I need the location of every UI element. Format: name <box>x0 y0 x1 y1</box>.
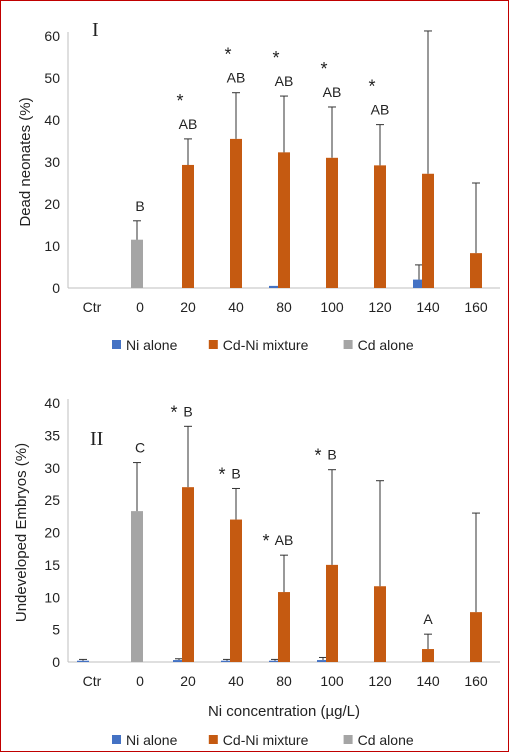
significance-letters: B <box>327 447 336 463</box>
bar <box>317 660 329 662</box>
x-tick-label: 100 <box>320 299 344 315</box>
bar <box>221 660 233 662</box>
significance-letters: AB <box>179 116 198 132</box>
y-tick-label: 0 <box>52 654 60 670</box>
significance-letters: B <box>231 465 240 481</box>
bar <box>230 519 242 662</box>
legend-label: Cd alone <box>358 337 414 353</box>
significance-star: * <box>314 446 321 466</box>
legend-swatch <box>112 340 121 349</box>
significance-letters: AB <box>275 73 294 89</box>
y-tick-label: 15 <box>44 557 60 573</box>
y-tick-label: 40 <box>44 395 60 411</box>
x-tick-label: 20 <box>180 673 196 689</box>
significance-letters: AB <box>323 84 342 100</box>
bar <box>278 152 290 288</box>
x-tick-label: 120 <box>368 299 392 315</box>
y-axis-label: Dead neonates (%) <box>17 97 34 226</box>
y-tick-label: 25 <box>44 492 60 508</box>
significance-star: * <box>368 77 375 97</box>
x-tick-label: 80 <box>276 299 292 315</box>
y-tick-label: 30 <box>44 154 60 170</box>
significance-star: * <box>272 48 279 68</box>
x-tick-label: 40 <box>228 299 244 315</box>
y-tick-label: 10 <box>44 238 60 254</box>
bar <box>278 592 290 662</box>
significance-letters: AB <box>371 102 390 118</box>
legend-swatch <box>208 735 218 744</box>
bar <box>422 173 434 288</box>
x-tick-label: 0 <box>136 673 144 689</box>
significance-star: * <box>224 45 231 65</box>
legend-label: Ni alone <box>126 337 178 353</box>
bar <box>173 660 185 662</box>
bar <box>422 649 434 662</box>
y-tick-label: 30 <box>44 460 60 476</box>
significance-star: * <box>262 531 269 551</box>
bar <box>182 487 194 662</box>
bar <box>269 660 281 662</box>
legend-swatch <box>343 735 353 744</box>
x-tick-label: 120 <box>368 673 392 689</box>
y-tick-label: 35 <box>44 427 60 443</box>
panel-label: I <box>92 19 99 41</box>
bar <box>374 165 386 288</box>
bar <box>470 253 482 288</box>
legend-swatch <box>112 735 121 744</box>
bar <box>182 164 194 288</box>
y-tick-label: 20 <box>44 525 60 541</box>
legend-label: Cd-Ni mixture <box>223 732 309 748</box>
significance-letters: B <box>135 198 144 214</box>
significance-letters: C <box>135 440 145 456</box>
bar <box>230 138 242 288</box>
y-axis-label: Undeveloped Embryos (%) <box>13 443 30 622</box>
x-tick-label: 40 <box>228 673 244 689</box>
significance-letters: A <box>423 611 433 627</box>
significance-star: * <box>170 402 177 422</box>
legend-label: Cd alone <box>358 732 414 748</box>
x-tick-label: 100 <box>320 673 344 689</box>
y-tick-label: 60 <box>44 28 60 44</box>
significance-letters: AB <box>227 70 246 86</box>
x-axis-label: Ni concentration (µg/L) <box>208 703 360 720</box>
significance-letters: AB <box>275 532 294 548</box>
panel-label: II <box>90 428 103 450</box>
bar <box>413 279 425 288</box>
legend-swatch <box>208 340 218 349</box>
x-tick-label: 160 <box>464 673 488 689</box>
bar <box>131 239 143 288</box>
legend-label: Cd-Ni mixture <box>223 337 309 353</box>
legend-swatch <box>343 340 353 349</box>
bar <box>326 157 338 288</box>
significance-star: * <box>320 59 327 79</box>
bar <box>269 285 281 288</box>
significance-letters: B <box>183 403 192 419</box>
x-tick-label: Ctr <box>83 299 102 315</box>
y-tick-label: 0 <box>52 280 60 296</box>
y-tick-label: 20 <box>44 196 60 212</box>
y-tick-label: 10 <box>44 589 60 605</box>
bar <box>470 612 482 662</box>
x-tick-label: 20 <box>180 299 196 315</box>
bar <box>131 511 143 662</box>
y-tick-label: 40 <box>44 112 60 128</box>
x-tick-label: Ctr <box>83 673 102 689</box>
y-tick-label: 50 <box>44 70 60 86</box>
x-tick-label: 0 <box>136 299 144 315</box>
significance-star: * <box>176 91 183 111</box>
x-tick-label: 160 <box>464 299 488 315</box>
significance-star: * <box>218 464 225 484</box>
bar <box>326 564 338 662</box>
bar <box>77 660 89 662</box>
bar <box>374 586 386 662</box>
x-tick-label: 140 <box>416 673 440 689</box>
legend-label: Ni alone <box>126 732 178 748</box>
x-tick-label: 140 <box>416 299 440 315</box>
x-tick-label: 80 <box>276 673 292 689</box>
y-tick-label: 5 <box>52 622 60 638</box>
